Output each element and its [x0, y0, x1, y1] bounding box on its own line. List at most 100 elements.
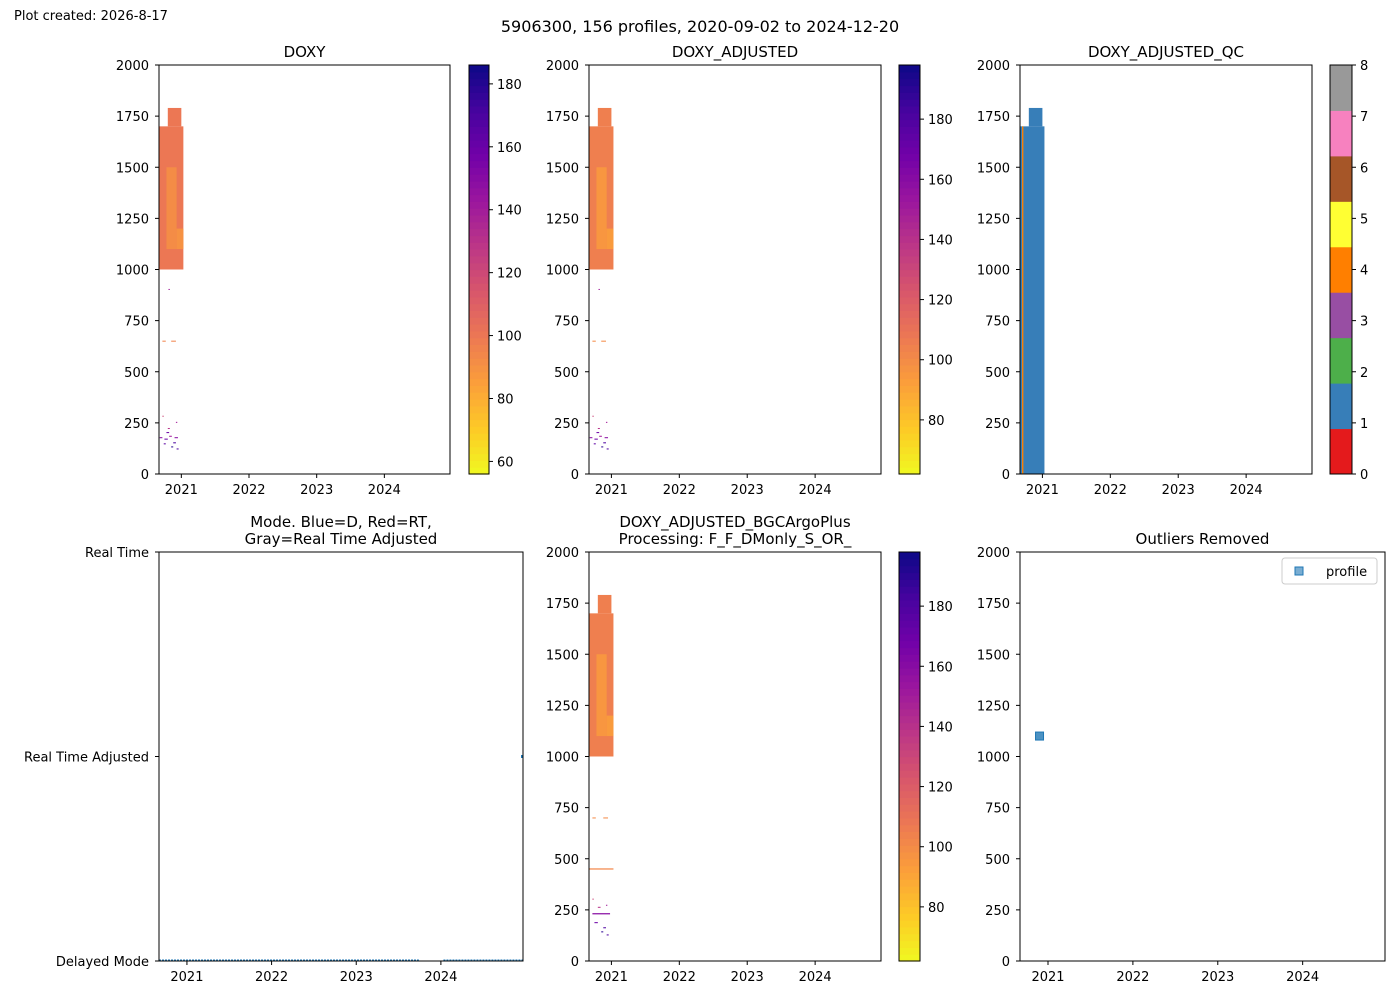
colorbar-step — [469, 405, 489, 414]
colorbar-step — [899, 824, 920, 833]
plot-area — [159, 755, 523, 961]
heatmap-cell — [162, 340, 166, 342]
colorbar-tick-label: 80 — [497, 392, 514, 407]
colorbar-step — [899, 552, 920, 560]
colorbar-tick-label: 180 — [497, 78, 522, 93]
heatmap-cell — [606, 228, 614, 250]
colorbar-step — [899, 167, 920, 175]
chart-title: Outliers Removed — [1136, 530, 1270, 548]
heatmap-cell — [176, 228, 184, 250]
heatmap-cell — [598, 288, 600, 290]
colorbar-tick-label: 180 — [928, 113, 953, 128]
colorbar-step — [899, 865, 920, 873]
colorbar-step — [469, 167, 489, 175]
colorbar-step — [469, 160, 489, 168]
colorbar-step — [899, 378, 920, 386]
colorbar-step — [899, 620, 920, 628]
colorbar-step — [469, 112, 489, 121]
chart-title: Gray=Real Time Adjusted — [245, 530, 438, 548]
y-tick-label: 750 — [985, 802, 1010, 817]
colorbar-step — [899, 426, 920, 434]
heatmap-cell — [176, 448, 179, 450]
colorbar-step — [899, 831, 920, 839]
heatmap-cell — [597, 594, 612, 614]
colorbar-step — [899, 565, 920, 574]
x-tick-label: 2023 — [731, 483, 764, 498]
y-tick-label: 500 — [124, 366, 149, 381]
colorbar-step — [899, 412, 920, 421]
plot-area — [159, 107, 184, 450]
colorbar-step — [899, 221, 920, 230]
colorbar-step — [899, 65, 920, 73]
colorbar-step — [469, 187, 489, 196]
scatter-point — [1035, 731, 1045, 741]
y-tick-label: 1750 — [977, 110, 1010, 125]
axes-frame — [158, 551, 524, 962]
legend-marker — [1294, 566, 1304, 576]
colorbar-step — [899, 906, 920, 914]
heatmap-cell — [605, 421, 608, 423]
colorbar-step — [469, 105, 489, 114]
colorbar-step — [899, 214, 920, 223]
colorbar-step — [469, 412, 489, 421]
x-tick-label: 2022 — [1116, 970, 1149, 985]
axes-frame — [1019, 64, 1313, 475]
x-tick-label: 2023 — [300, 483, 333, 498]
colorbar-step — [469, 255, 489, 264]
colorbar-step — [469, 351, 489, 359]
colorbar-step — [469, 174, 489, 182]
heatmap-cell — [166, 432, 170, 434]
colorbar-step — [899, 647, 920, 655]
colorbar-step — [899, 626, 920, 635]
heatmap-cell — [603, 817, 609, 819]
heatmap-cell — [169, 435, 172, 437]
colorbar-step — [469, 467, 489, 475]
colorbar-step — [469, 337, 489, 346]
y-tick-label: 2000 — [977, 546, 1010, 561]
colorbar-band — [1330, 337, 1352, 384]
y-tick-label: 1250 — [977, 699, 1010, 714]
x-tick-label: 2022 — [232, 483, 265, 498]
colorbar-step — [469, 310, 489, 318]
heatmap-cell — [1028, 107, 1043, 127]
colorbar-step — [899, 763, 920, 771]
heatmap-cell — [592, 340, 596, 342]
y-tick-label: 250 — [985, 417, 1010, 432]
colorbar-band — [1330, 110, 1352, 157]
y-tick-label: 1750 — [546, 597, 579, 612]
y-tick-label: 1500 — [977, 648, 1010, 663]
y-tick-label: 2000 — [116, 59, 149, 74]
heatmap-cell — [596, 654, 607, 737]
legend-label: profile — [1326, 565, 1367, 580]
chart-title: Mode. Blue=D, Red=RT, — [250, 513, 432, 531]
y-tick-label: 1250 — [546, 212, 579, 227]
colorbar-step — [899, 872, 920, 880]
colorbar-step — [899, 770, 920, 778]
colorbar-step — [899, 194, 920, 202]
y-tick-label: 0 — [141, 468, 149, 483]
colorbar-frame — [468, 64, 490, 475]
colorbar-step — [899, 249, 920, 257]
heatmap-cell — [174, 437, 178, 439]
colorbar-step — [899, 886, 920, 894]
colorbar-step — [469, 85, 489, 93]
colorbar-step — [899, 940, 920, 948]
x-tick-label: 2024 — [799, 483, 832, 498]
colorbar-step — [469, 439, 489, 448]
x-tick-label: 2024 — [1286, 970, 1319, 985]
colorbar-tick-label: 160 — [928, 660, 953, 675]
colorbar-tick-label: 160 — [497, 141, 522, 156]
colorbar-step — [899, 303, 920, 311]
x-tick-label: 2021 — [1026, 483, 1059, 498]
colorbar-step — [469, 330, 489, 339]
chart-title: DOXY_ADJUSTED_BGCArgoPlus — [619, 513, 850, 532]
x-tick-label: 2021 — [170, 970, 203, 985]
colorbar-step — [469, 119, 489, 127]
colorbar-step — [469, 180, 489, 189]
panel-doxy_adjusted: DOXY_ADJUSTED 2021 2022 2023 2024 0 250 500 750 1… — [546, 43, 953, 498]
colorbar-step — [899, 736, 920, 744]
chart-title: DOXY — [284, 43, 327, 61]
colorbar-step — [469, 146, 489, 155]
heatmap-cell — [592, 898, 594, 900]
heatmap-cell — [589, 868, 614, 870]
